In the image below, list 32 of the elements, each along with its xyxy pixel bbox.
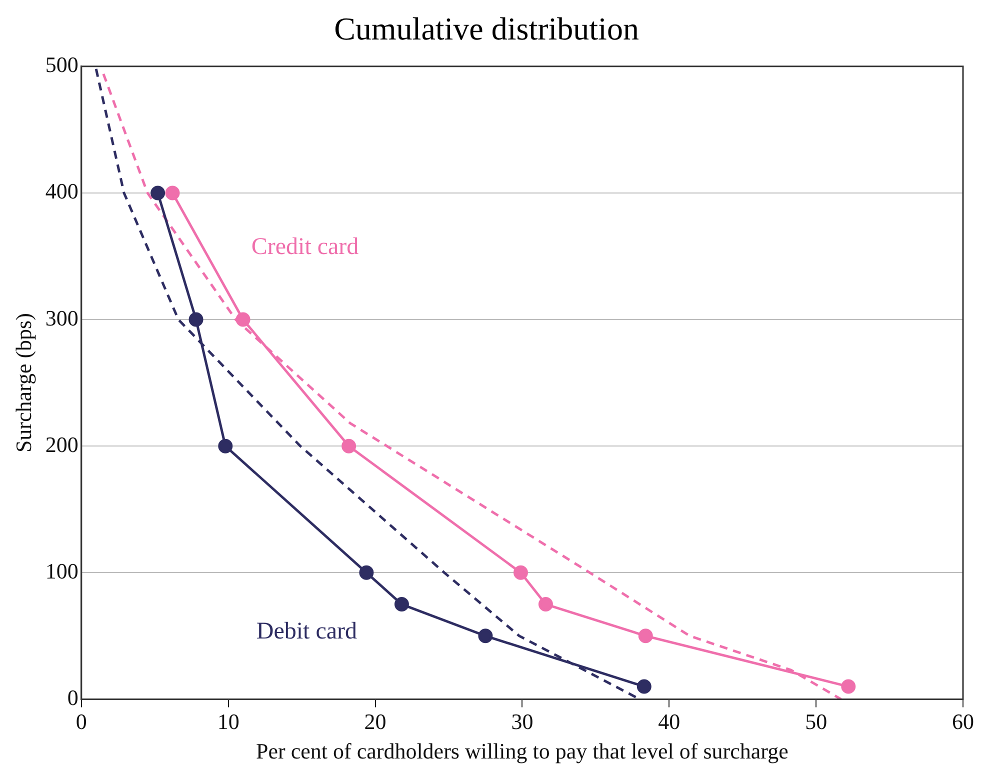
x-tick-label: 20 bbox=[364, 709, 386, 734]
chart-title: Cumulative distribution bbox=[334, 10, 639, 47]
point bbox=[236, 312, 250, 327]
point bbox=[478, 628, 493, 644]
x-tick-label: 40 bbox=[658, 709, 680, 734]
y-tick-label: 400 bbox=[45, 178, 78, 204]
point bbox=[188, 312, 204, 327]
point bbox=[218, 438, 233, 454]
x-tick-label: 50 bbox=[805, 709, 828, 734]
y-tick-label: 200 bbox=[45, 432, 78, 457]
point bbox=[165, 186, 180, 200]
point bbox=[359, 565, 374, 580]
point bbox=[538, 597, 553, 612]
point bbox=[394, 597, 409, 612]
series-label: Credit card bbox=[251, 234, 359, 260]
point bbox=[636, 679, 652, 694]
x-axis-title: Per cent of cardholders willing to pay that level of surcharge bbox=[256, 738, 788, 764]
x-tick-label: 10 bbox=[217, 709, 240, 734]
line-series bbox=[102, 72, 842, 700]
point bbox=[150, 186, 166, 200]
point bbox=[342, 438, 356, 454]
y-tick-label: 300 bbox=[45, 305, 78, 330]
y-tick-label: 500 bbox=[45, 52, 78, 78]
point bbox=[841, 679, 856, 694]
y-tick-label: 100 bbox=[45, 558, 78, 584]
x-tick-label: 60 bbox=[952, 709, 974, 734]
y-axis-title: Surcharge (bps) bbox=[10, 313, 36, 453]
series-label: Debit card bbox=[256, 618, 358, 645]
point bbox=[638, 628, 653, 644]
y-tick-label: 0 bbox=[67, 684, 78, 710]
x-tick-label: 30 bbox=[511, 709, 534, 734]
point bbox=[513, 565, 528, 580]
